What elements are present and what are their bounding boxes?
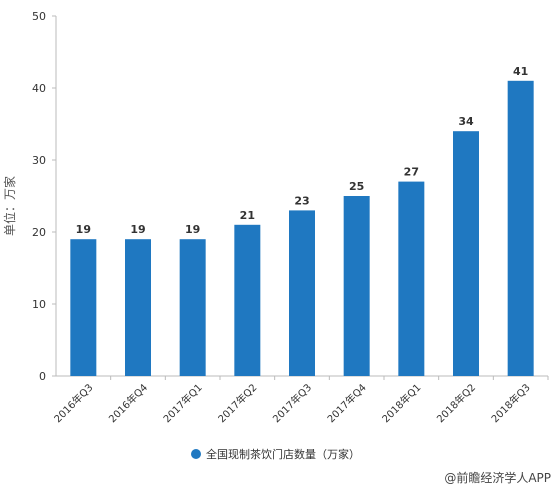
- data-label: 34: [458, 115, 474, 128]
- x-tick-label: 2018年Q2: [434, 381, 478, 425]
- y-tick-label: 10: [32, 298, 46, 311]
- x-tick-label: 2018年Q3: [488, 381, 532, 425]
- y-tick-label: 30: [32, 154, 46, 167]
- legend-label: 全国现制茶饮门店数量（万家）: [206, 447, 360, 461]
- data-label: 19: [76, 223, 91, 236]
- y-tick-label: 0: [39, 370, 46, 383]
- bar: [234, 224, 261, 376]
- bar: [179, 239, 206, 376]
- bar: [125, 239, 151, 376]
- bar: [507, 80, 534, 377]
- y-tick-label: 20: [32, 226, 46, 239]
- y-axis-label: 单位：万家: [2, 176, 17, 236]
- data-label: 23: [294, 194, 309, 207]
- x-axis: 2016年Q3 2016年Q4 2017年Q1 2017年Q2 2017年Q3 2017年…: [51, 375, 549, 425]
- x-tick-label: 2017年Q2: [215, 381, 259, 425]
- legend: 全国现制茶饮门店数量（万家）: [191, 447, 360, 461]
- data-label: 27: [404, 166, 419, 179]
- x-tick-label: 2017年Q1: [160, 381, 204, 425]
- x-tick-label: 2017年Q3: [270, 381, 314, 425]
- data-label: 19: [130, 223, 145, 236]
- data-labels: 19 19 19 21 23 25 27 34 41: [76, 65, 529, 236]
- x-tick-label: 2017年Q4: [324, 381, 368, 425]
- watermark-text: @前瞻经济学人APP: [444, 471, 551, 485]
- data-label: 25: [349, 180, 364, 193]
- bar: [289, 210, 315, 376]
- bar: [453, 131, 479, 376]
- bar: [398, 181, 425, 376]
- data-label: 21: [240, 209, 255, 222]
- y-tick-label: 50: [32, 10, 46, 23]
- bar: [70, 239, 97, 376]
- bar: [343, 196, 370, 376]
- y-tick-label: 40: [32, 82, 46, 95]
- data-label: 41: [513, 65, 528, 78]
- y-axis: 0 10 20 30 40 50: [32, 10, 57, 383]
- data-label: 19: [185, 223, 200, 236]
- x-tick-label: 2016年Q3: [51, 381, 95, 425]
- legend-swatch: [191, 449, 201, 459]
- bars: [70, 80, 534, 377]
- x-tick-label: 2016年Q4: [106, 381, 150, 425]
- x-tick-label: 2018年Q1: [379, 381, 423, 425]
